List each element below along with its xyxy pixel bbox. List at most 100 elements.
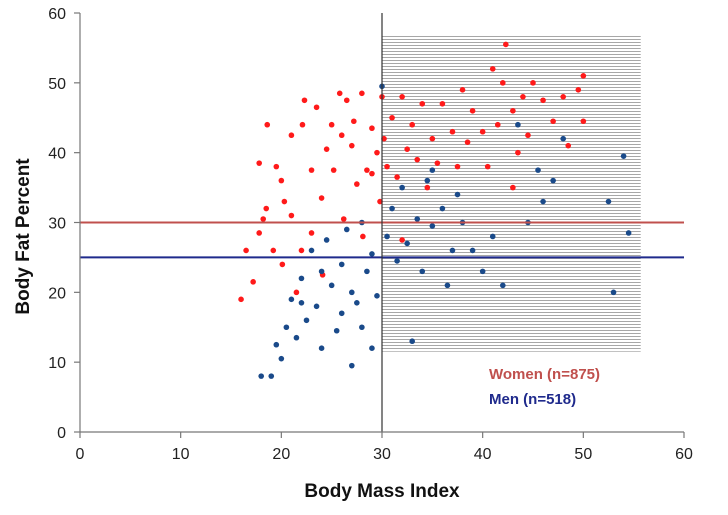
x-tick-label: 20	[272, 446, 290, 463]
x-tick-label: 10	[172, 446, 190, 463]
high-bmi-shaded-region	[382, 35, 641, 352]
man-point	[258, 373, 265, 379]
woman-point	[243, 247, 249, 254]
man-point	[328, 282, 335, 289]
woman-point	[580, 73, 587, 79]
woman-point	[434, 160, 441, 166]
woman-point	[515, 149, 521, 156]
woman-point	[298, 247, 305, 254]
man-point	[550, 177, 556, 184]
woman-point	[394, 174, 400, 180]
woman-point	[256, 160, 262, 166]
man-point	[439, 205, 446, 212]
woman-point	[299, 121, 306, 128]
woman-point	[263, 205, 270, 212]
woman-point	[318, 195, 325, 201]
woman-point	[260, 216, 267, 222]
woman-point	[313, 104, 320, 111]
y-tick-label: 50	[48, 76, 66, 93]
man-point	[610, 289, 617, 296]
man-point	[399, 184, 405, 191]
woman-point	[328, 121, 335, 128]
woman-point	[308, 230, 315, 236]
man-point	[515, 121, 521, 128]
woman-point	[308, 167, 315, 173]
y-tick-label: 0	[57, 425, 66, 442]
woman-point	[419, 100, 426, 107]
man-point	[500, 282, 506, 289]
men-point-group	[258, 83, 632, 379]
woman-point	[359, 90, 365, 97]
man-point	[404, 240, 410, 247]
woman-point	[565, 142, 572, 149]
man-point	[303, 317, 310, 324]
woman-point	[360, 233, 366, 240]
man-point	[469, 247, 476, 254]
woman-point	[336, 90, 343, 97]
woman-point	[429, 135, 436, 142]
woman-point	[281, 198, 288, 205]
man-point	[364, 268, 370, 275]
man-point	[374, 293, 380, 299]
woman-point	[364, 167, 370, 173]
woman-point	[374, 149, 380, 156]
woman-point	[301, 97, 308, 104]
man-point	[620, 153, 627, 159]
y-tick-label: 60	[48, 6, 66, 23]
woman-point	[293, 289, 300, 296]
man-point	[369, 345, 375, 352]
woman-point	[469, 107, 476, 114]
woman-point	[264, 121, 271, 128]
woman-point	[399, 94, 405, 100]
man-point	[384, 233, 390, 240]
y-axis-title: Body Fat Percent	[13, 158, 34, 315]
woman-point	[369, 170, 375, 177]
man-point	[449, 247, 456, 254]
woman-point	[404, 146, 410, 152]
man-point	[298, 300, 305, 306]
woman-point	[377, 198, 383, 205]
man-point	[479, 268, 486, 275]
woman-point	[424, 184, 431, 191]
woman-point	[288, 212, 295, 219]
women-point-group	[238, 41, 587, 303]
man-point	[283, 324, 290, 331]
man-point	[333, 327, 340, 334]
man-point	[313, 303, 320, 310]
legend-men: Men (n=518)	[489, 391, 576, 408]
woman-point	[520, 94, 526, 100]
woman-point	[256, 230, 262, 236]
x-tick-label: 0	[76, 446, 85, 463]
woman-point	[278, 177, 285, 184]
woman-point	[500, 80, 506, 86]
woman-point	[479, 128, 486, 135]
woman-point	[510, 184, 516, 191]
man-point	[359, 324, 365, 331]
woman-point	[575, 87, 582, 93]
x-tick-label: 50	[574, 446, 592, 463]
man-point	[560, 135, 566, 142]
man-point	[318, 268, 325, 275]
man-point	[389, 205, 395, 212]
man-point	[429, 167, 436, 173]
man-point	[349, 289, 355, 296]
man-point	[308, 247, 315, 254]
man-point	[288, 296, 295, 303]
y-tick-label: 30	[48, 216, 66, 233]
man-point	[338, 310, 345, 317]
man-point	[605, 198, 612, 205]
man-point	[625, 230, 632, 236]
woman-point	[489, 66, 496, 72]
man-point	[338, 261, 345, 268]
man-point	[489, 233, 496, 240]
man-point	[409, 338, 416, 345]
legend-women: Women (n=875)	[489, 366, 600, 383]
man-point	[278, 355, 285, 362]
woman-point	[414, 156, 421, 163]
man-point	[394, 258, 400, 264]
y-axis-ticks: 0 10 20 30 40 50 60	[48, 6, 80, 442]
woman-point	[459, 87, 466, 93]
woman-point	[399, 237, 405, 243]
woman-point	[279, 261, 286, 268]
